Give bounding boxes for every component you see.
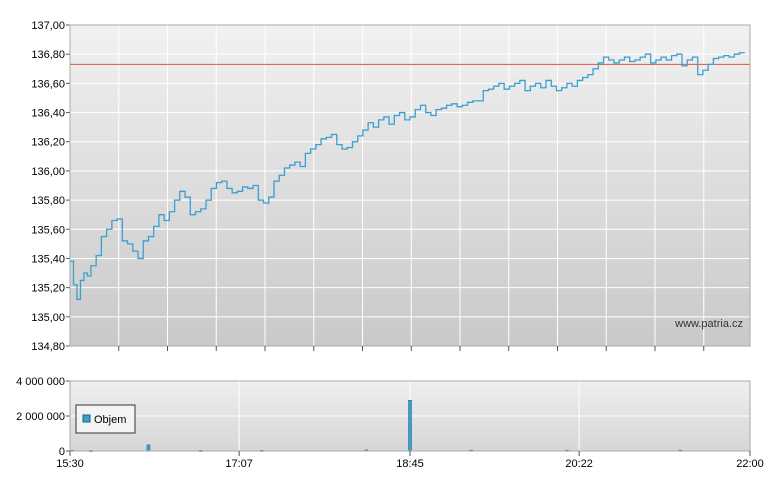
price-series-line: [70, 52, 745, 300]
x-axis-tick-label: 20:22: [565, 458, 593, 470]
volume-x-axis: 15:30 17:07 18:45 20:22 22:00: [56, 451, 764, 470]
price-y-tick-label: 135,40: [31, 253, 65, 265]
price-y-tick-label: 136,00: [31, 166, 65, 178]
x-axis-tick-label: 18:45: [396, 458, 424, 470]
volume-y-tick-label: 4 000 000: [16, 376, 65, 388]
volume-bar: [146, 444, 151, 452]
price-y-axis: 134,80 135,00 135,20 135,40 135,60 135,80 136,…: [31, 20, 70, 353]
price-y-tick-label: 135,00: [31, 312, 65, 324]
price-y-tick-label: 136,40: [31, 108, 65, 120]
watermark: www.patria.cz: [674, 318, 743, 330]
price-y-tick-label: 135,20: [31, 283, 65, 295]
volume-bar: [408, 400, 412, 452]
price-y-tick-label: 135,60: [31, 224, 65, 236]
price-panel: 134,80 135,00 135,20 135,40 135,60 135,80 136,…: [31, 20, 751, 353]
price-y-tick-label: 137,00: [31, 20, 65, 32]
price-y-tick-label: 136,80: [31, 49, 65, 61]
price-plot-background: [70, 25, 750, 346]
volume-y-axis: 0 2 000 000 4 000 000: [16, 376, 70, 458]
volume-panel: 0 2 000 000 4 000 000 15:30 17:07 18:45 20:22…: [16, 376, 764, 470]
price-x-ticks: [118, 346, 705, 351]
x-axis-tick-label: 22:00: [736, 458, 764, 470]
price-y-tick-label: 134,80: [31, 341, 65, 353]
volume-y-tick-label: 0: [59, 446, 65, 458]
volume-y-tick-label: 2 000 000: [16, 411, 65, 423]
price-y-tick-label: 136,20: [31, 137, 65, 149]
price-plot-frame: [69, 24, 751, 347]
legend-swatch: [82, 414, 91, 423]
x-axis-tick-label: 17:07: [225, 458, 253, 470]
price-y-tick-label: 135,80: [31, 195, 65, 207]
price-y-tick-label: 136,60: [31, 78, 65, 90]
volume-legend: Objem: [75, 404, 136, 434]
legend-label: Objem: [94, 414, 126, 426]
x-axis-tick-label: 15:30: [56, 458, 84, 470]
